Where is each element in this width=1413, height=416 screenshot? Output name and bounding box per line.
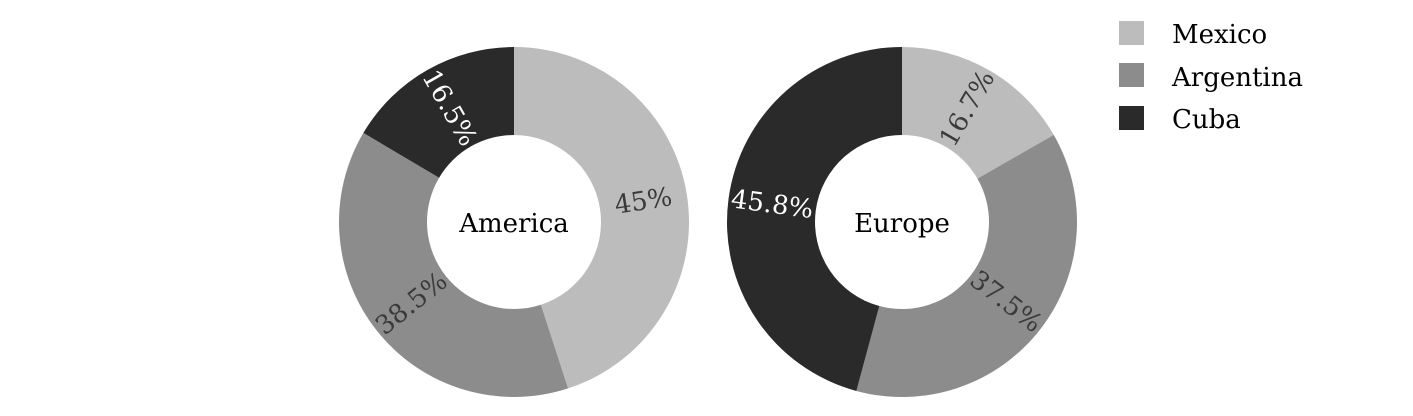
slice-europe-argentina bbox=[856, 134, 1078, 397]
center-label-america: America bbox=[458, 209, 569, 239]
slice-america-argentina bbox=[339, 132, 569, 397]
slice-europe-mexico bbox=[902, 46, 1054, 179]
legend: Mexico Argentina Cuba bbox=[1119, 20, 1303, 135]
legend-label-mexico: Mexico bbox=[1172, 20, 1267, 50]
legend-swatch-argentina bbox=[1119, 63, 1144, 87]
legend-label-cuba: Cuba bbox=[1172, 105, 1241, 135]
slice-america-cuba bbox=[363, 46, 514, 178]
legend-swatch-cuba bbox=[1119, 106, 1144, 130]
slice-europe-cuba bbox=[727, 47, 902, 391]
legend-swatch-mexico bbox=[1119, 21, 1144, 45]
donut-chart-america: 45%38.5%16.5%America bbox=[339, 46, 689, 397]
donut-chart-europe: 16.7%37.5%45.8% Europe bbox=[727, 46, 1078, 397]
slice-america-mexico bbox=[514, 47, 689, 389]
center-label-europe: Europe bbox=[854, 209, 950, 239]
legend-label-argentina: Argentina bbox=[1171, 63, 1303, 93]
